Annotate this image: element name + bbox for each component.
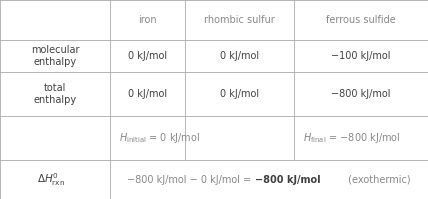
Text: −800 kJ/mol: −800 kJ/mol [331,89,391,99]
Text: $H_{\mathrm{initial}}$ = 0 kJ/mol: $H_{\mathrm{initial}}$ = 0 kJ/mol [119,131,200,145]
Text: 0 kJ/mol: 0 kJ/mol [128,89,167,99]
Text: iron: iron [138,15,157,25]
Text: 0 kJ/mol: 0 kJ/mol [128,51,167,61]
Text: molecular
enthalpy: molecular enthalpy [31,45,79,66]
Text: (exothermic): (exothermic) [345,175,410,185]
Text: 0 kJ/mol: 0 kJ/mol [220,51,259,61]
Text: −100 kJ/mol: −100 kJ/mol [331,51,391,61]
Text: 0 kJ/mol: 0 kJ/mol [220,89,259,99]
Text: $H_{\mathrm{final}}$ = −800 kJ/mol: $H_{\mathrm{final}}$ = −800 kJ/mol [303,131,401,145]
Text: ferrous sulfide: ferrous sulfide [327,15,396,25]
Text: total
enthalpy: total enthalpy [33,83,77,105]
Text: −800 kJ/mol − 0 kJ/mol =: −800 kJ/mol − 0 kJ/mol = [127,175,255,185]
Text: $\Delta H^0_{\mathrm{rxn}}$: $\Delta H^0_{\mathrm{rxn}}$ [37,171,65,188]
Text: rhombic sulfur: rhombic sulfur [204,15,275,25]
Text: −800 kJ/mol: −800 kJ/mol [255,175,320,185]
